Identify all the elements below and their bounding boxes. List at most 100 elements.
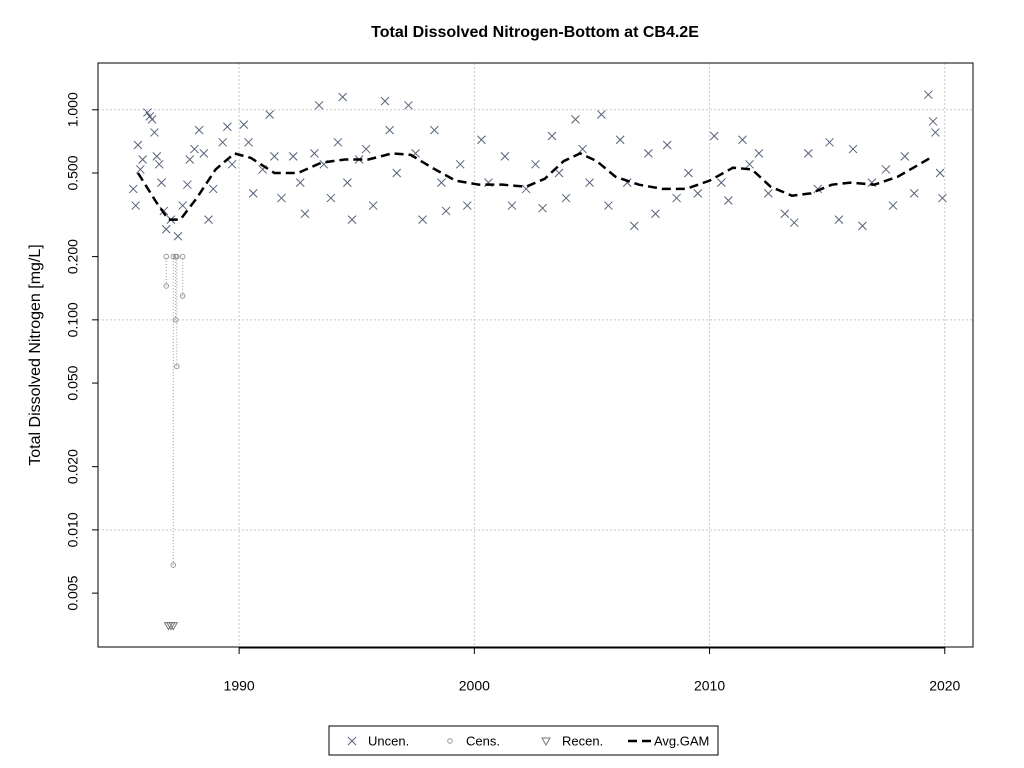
point (131, 201, 140, 210)
point (754, 149, 764, 158)
point (554, 168, 564, 178)
point (531, 159, 540, 169)
point (935, 168, 945, 178)
point (455, 159, 465, 169)
point (561, 193, 571, 203)
censored-lower (170, 562, 177, 568)
point (326, 193, 336, 203)
point (709, 131, 719, 141)
point (295, 178, 305, 187)
point (764, 189, 773, 198)
point (881, 165, 891, 174)
point (938, 193, 947, 203)
point (780, 209, 790, 219)
plot-frame (97, 62, 974, 648)
point (745, 159, 754, 169)
point (190, 144, 199, 154)
x-tick-label: 2000 (459, 678, 490, 694)
gam-line (136, 152, 934, 221)
legend-label: Avg.GAM (654, 733, 709, 748)
point (858, 221, 867, 231)
point (716, 178, 726, 187)
point (128, 184, 138, 194)
legend-marker (447, 738, 453, 744)
point (168, 622, 179, 631)
y-tick-label: 0.010 (65, 512, 81, 547)
point (928, 117, 938, 126)
legend-label: Cens. (466, 733, 500, 748)
point (644, 149, 653, 158)
point (672, 193, 681, 203)
y-tick-label: 0.100 (65, 302, 81, 337)
point (173, 231, 183, 241)
point (909, 189, 919, 198)
point (684, 168, 693, 178)
point (437, 178, 446, 187)
point (578, 144, 587, 154)
point (825, 137, 834, 147)
point (333, 137, 343, 147)
point (342, 178, 352, 187)
point (270, 152, 279, 161)
point (585, 178, 594, 187)
point (347, 215, 357, 224)
censored-lower (172, 317, 179, 323)
point (288, 152, 298, 161)
point (931, 128, 940, 137)
point (597, 110, 606, 119)
point (133, 140, 143, 150)
point (150, 128, 159, 137)
point (507, 201, 517, 210)
point (404, 100, 413, 110)
legend-marker (541, 737, 551, 747)
point (152, 152, 162, 161)
point (223, 122, 232, 132)
point (477, 135, 486, 145)
point (218, 137, 228, 147)
y-tick-label: 0.020 (65, 449, 81, 484)
point (571, 115, 580, 124)
point (662, 140, 672, 150)
y-tick-label: 0.005 (65, 575, 81, 610)
point (310, 149, 319, 158)
point (604, 201, 613, 210)
point (368, 201, 378, 210)
point (338, 92, 347, 102)
point (314, 100, 324, 110)
point (538, 203, 547, 213)
y-tick-label: 0.050 (65, 365, 81, 400)
point (418, 215, 427, 224)
point (803, 149, 813, 158)
point (157, 178, 166, 187)
point (277, 193, 286, 203)
point (462, 201, 472, 210)
point (183, 180, 192, 190)
point (185, 155, 195, 164)
point (848, 144, 858, 154)
censored-upper (179, 253, 186, 260)
point (900, 152, 910, 161)
point (178, 201, 188, 210)
y-tick-label: 0.200 (65, 239, 81, 274)
point (923, 90, 933, 100)
point (430, 125, 439, 135)
point (154, 159, 164, 169)
point (813, 184, 823, 194)
point (147, 115, 157, 124)
point (194, 125, 204, 135)
point (629, 221, 639, 231)
point (547, 131, 557, 141)
legend-marker (347, 736, 357, 746)
point (204, 215, 213, 224)
point (135, 165, 145, 174)
point (208, 184, 218, 194)
point (143, 108, 152, 117)
chart-title: Total Dissolved Nitrogen-Bottom at CB4.2… (371, 24, 699, 41)
point (651, 209, 660, 219)
point (244, 137, 253, 147)
legend-label: Recen. (562, 733, 603, 748)
y-tick-label: 0.500 (65, 155, 81, 190)
point (227, 159, 237, 169)
